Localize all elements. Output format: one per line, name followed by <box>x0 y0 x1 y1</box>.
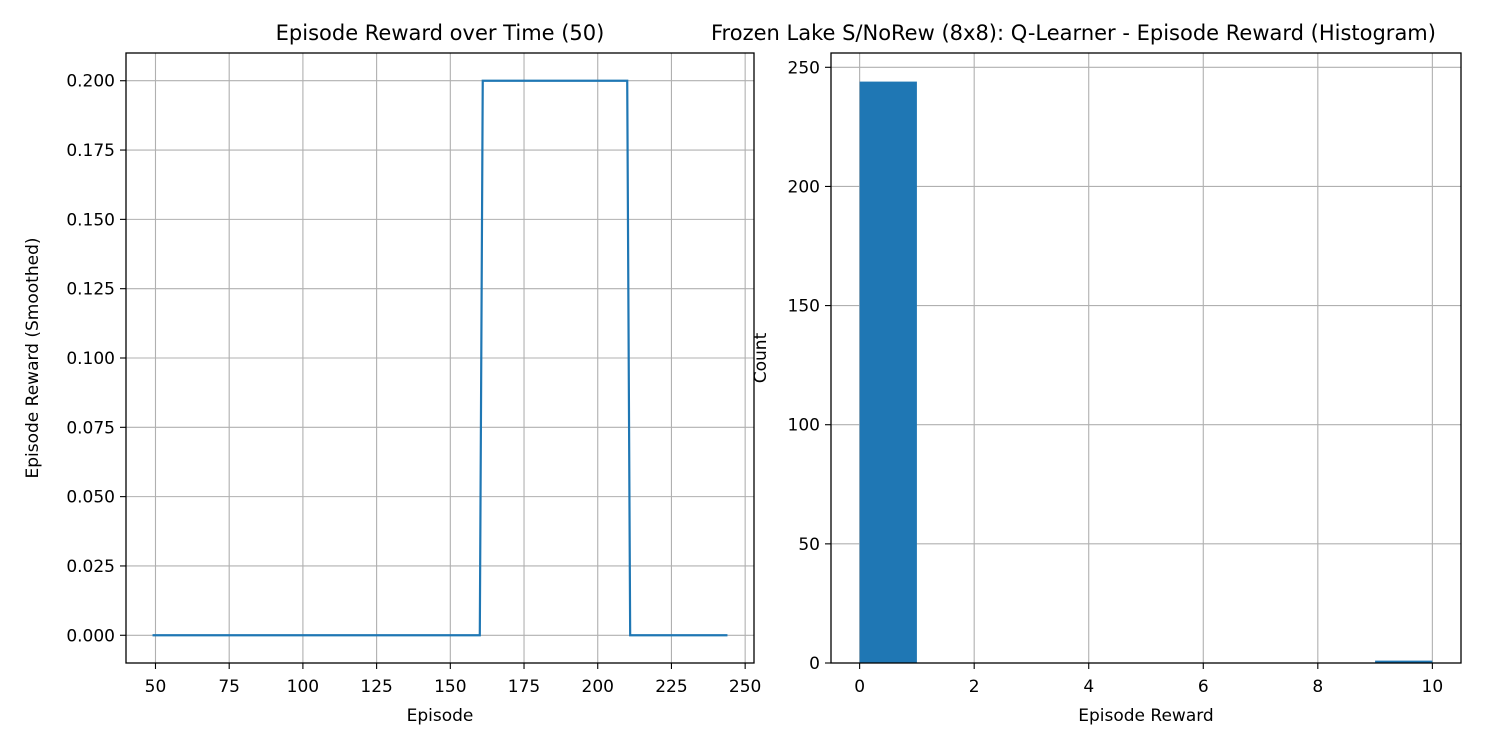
histogram-chart: 0 2 4 6 8 10 0 50 100 150 200 250 Frozen Lake S/No… <box>711 21 1462 726</box>
line-chart-y-tick-label: 0.100 <box>66 349 115 369</box>
histogram-y-axis-label: Count <box>751 332 771 383</box>
line-chart-frame <box>125 52 755 664</box>
histogram-x-tick-label: 0 <box>854 677 865 697</box>
line-chart-x-tick-label: 250 <box>729 677 761 697</box>
histogram-bar <box>859 81 917 663</box>
histogram-y-tick-label: 200 <box>788 177 820 197</box>
line-chart-y-axis: 0.000 0.025 0.050 0.075 0.100 0.125 0.150 0.175… <box>66 72 126 646</box>
line-chart-y-tick-label: 0.050 <box>66 488 115 508</box>
histogram-y-axis: 0 50 100 150 200 250 <box>788 58 831 674</box>
line-chart-x-tick-label: 150 <box>434 677 466 697</box>
line-chart-x-tick-label: 200 <box>582 677 614 697</box>
histogram-y-tick-label: 150 <box>788 297 820 317</box>
line-chart-x-tick-label: 50 <box>145 677 167 697</box>
histogram-bar <box>1375 660 1433 663</box>
histogram-y-tick-label: 100 <box>788 416 820 436</box>
histogram-x-axis-label: Episode Reward <box>1078 706 1213 726</box>
line-chart-y-tick-label: 0.125 <box>66 280 115 300</box>
line-chart-y-tick-label: 0.175 <box>66 141 115 161</box>
histogram-title: Frozen Lake S/NoRew (8x8): Q-Learner - E… <box>711 21 1436 45</box>
line-chart-y-tick-label: 0.150 <box>66 210 115 230</box>
histogram-y-tick-label: 0 <box>809 654 820 674</box>
histogram-x-axis: 0 2 4 6 8 10 <box>854 663 1443 697</box>
histogram-frame <box>830 52 1462 664</box>
histogram-x-tick-label: 10 <box>1422 677 1444 697</box>
histogram-y-tick-label: 50 <box>798 535 820 555</box>
line-chart-series-line <box>152 79 728 637</box>
histogram-plot <box>859 81 1433 663</box>
histogram-x-tick-label: 2 <box>969 677 980 697</box>
line-chart: 50 75 100 125 150 175 200 225 250 0.000 0.025 0.05… <box>23 21 761 726</box>
line-chart-x-axis: 50 75 100 125 150 175 200 225 250 <box>145 663 761 697</box>
line-chart-y-tick-label: 0.000 <box>66 626 115 646</box>
line-chart-grid <box>126 53 754 663</box>
line-chart-x-tick-label: 175 <box>508 677 540 697</box>
line-chart-x-axis-label: Episode <box>407 706 474 726</box>
line-chart-title: Episode Reward over Time (50) <box>276 21 605 45</box>
line-chart-y-axis-label: Episode Reward (Smoothed) <box>23 238 43 479</box>
histogram-x-tick-label: 6 <box>1198 677 1209 697</box>
line-chart-plot <box>152 79 728 637</box>
line-chart-x-tick-label: 225 <box>655 677 687 697</box>
histogram-grid <box>831 53 1461 664</box>
histogram-y-tick-label: 250 <box>788 58 820 78</box>
line-chart-x-tick-label: 100 <box>287 677 319 697</box>
line-chart-x-tick-label: 125 <box>360 677 392 697</box>
line-chart-y-tick-label: 0.025 <box>66 557 115 577</box>
histogram-x-tick-label: 8 <box>1312 677 1323 697</box>
line-chart-y-tick-label: 0.200 <box>66 72 115 92</box>
histogram-x-tick-label: 4 <box>1083 677 1094 697</box>
line-chart-y-tick-label: 0.075 <box>66 418 115 438</box>
line-chart-x-tick-label: 75 <box>218 677 240 697</box>
